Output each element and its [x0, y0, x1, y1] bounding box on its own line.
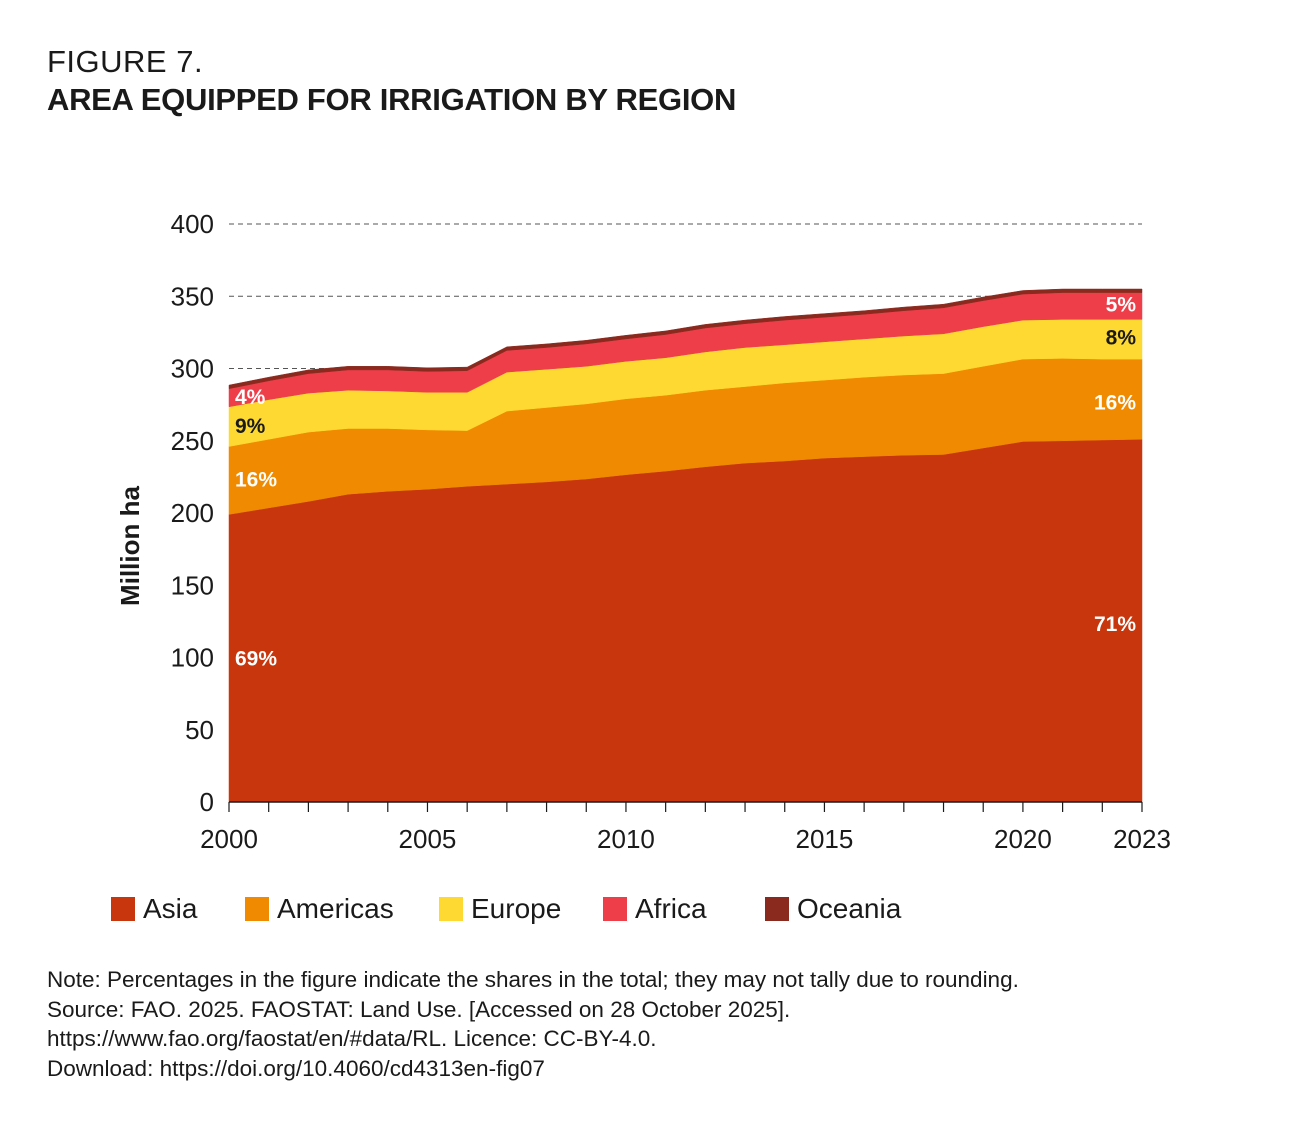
- y-tick-label: 100: [171, 643, 214, 673]
- legend-label: Europe: [471, 893, 562, 924]
- source-url[interactable]: https://www.fao.org/faostat/en/#data/RL.…: [47, 1026, 657, 1051]
- y-tick-label: 300: [171, 354, 214, 384]
- legend-item-americas: Americas: [245, 893, 394, 925]
- legend-label: Africa: [635, 893, 707, 924]
- figure-label: FIGURE 7.: [47, 44, 204, 79]
- share-label-2000-asia: 69%: [235, 648, 277, 671]
- share-label-2023-europe: 8%: [1106, 327, 1137, 350]
- y-tick-label: 150: [171, 570, 214, 600]
- legend-item-europe: Europe: [439, 893, 561, 925]
- x-tick-label: 2015: [796, 824, 854, 854]
- area-oceania: [228, 288, 1143, 390]
- y-tick-label: 200: [171, 498, 214, 528]
- share-label-2000-europe: 9%: [235, 415, 266, 438]
- x-tick-label: 2000: [200, 824, 258, 854]
- axes: 0 50 100 150 200 250 300 350 400 2000 2005 2010 2015…: [171, 209, 1171, 854]
- legend-item-oceania: Oceania: [765, 893, 901, 925]
- legend-item-asia: Asia: [111, 893, 197, 925]
- share-label-2023-africa: 5%: [1106, 293, 1137, 316]
- x-tick-label: 2023: [1113, 824, 1171, 854]
- legend-swatch: [439, 897, 463, 921]
- share-label-2000-africa: 4%: [235, 386, 266, 409]
- source-text: Source: FAO. 2025. FAOSTAT: Land Use. [A…: [47, 996, 791, 1022]
- legend-label: Oceania: [797, 893, 902, 924]
- y-tick-label: 50: [185, 715, 214, 745]
- y-tick-label: 250: [171, 426, 214, 456]
- share-labels: 69% 16% 9% 4% 71% 16% 8% 5%: [235, 293, 1136, 670]
- legend-swatch: [765, 897, 789, 921]
- legend-label: Americas: [277, 893, 394, 924]
- share-label-2023-asia: 71%: [1094, 613, 1136, 636]
- share-label-2023-americas: 16%: [1094, 392, 1136, 415]
- y-tick-label: 400: [171, 209, 214, 239]
- download-link[interactable]: Download: https://doi.org/10.4060/cd4313…: [47, 1055, 545, 1081]
- y-tick-label: 0: [200, 787, 214, 817]
- note-text: Note: Percentages in the figure indicate…: [47, 967, 1019, 992]
- legend-swatch: [245, 897, 269, 921]
- legend-item-africa: Africa: [603, 893, 707, 925]
- x-tick-label: 2020: [994, 824, 1052, 854]
- legend-label: Asia: [143, 893, 198, 924]
- legend-swatch: [111, 897, 135, 921]
- x-tick-label: 2010: [597, 824, 655, 854]
- area-series: [228, 288, 1143, 803]
- figure-title: AREA EQUIPPED FOR IRRIGATION BY REGION: [47, 82, 737, 117]
- area-chart: 0 50 100 150 200 250 300 350 400 2000 2005 2010 2015…: [115, 209, 1171, 854]
- legend-swatch: [603, 897, 627, 921]
- x-tick-label: 2005: [399, 824, 457, 854]
- area-asia: [228, 439, 1143, 803]
- y-axis-label: Million ha: [115, 486, 145, 606]
- share-label-2000-americas: 16%: [235, 468, 277, 491]
- y-tick-label: 350: [171, 281, 214, 311]
- notes: Note: Percentages in the figure indicate…: [47, 965, 1247, 1083]
